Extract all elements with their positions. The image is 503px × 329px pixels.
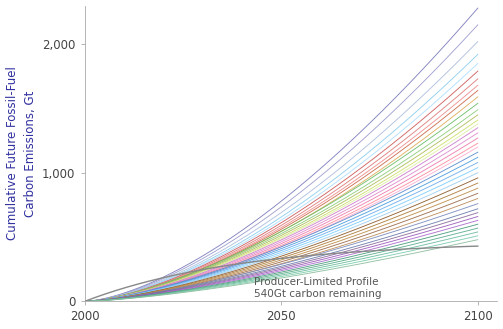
Y-axis label: Cumulative Future Fossil-Fuel
Carbon Emissions, Gt: Cumulative Future Fossil-Fuel Carbon Emi… — [6, 66, 37, 240]
Text: Producer-Limited Profile
540Gt carbon remaining: Producer-Limited Profile 540Gt carbon re… — [254, 277, 381, 299]
